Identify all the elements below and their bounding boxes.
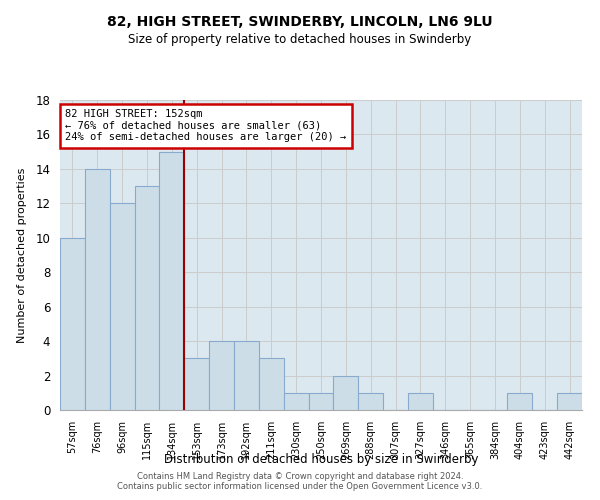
Bar [358, 393, 383, 410]
Bar [334, 376, 358, 410]
Bar [234, 341, 259, 410]
Bar [508, 393, 532, 410]
Bar [110, 204, 134, 410]
Text: 82, HIGH STREET, SWINDERBY, LINCOLN, LN6 9LU: 82, HIGH STREET, SWINDERBY, LINCOLN, LN6… [107, 15, 493, 29]
Bar [259, 358, 284, 410]
Text: Contains public sector information licensed under the Open Government Licence v3: Contains public sector information licen… [118, 482, 482, 491]
Bar [60, 238, 85, 410]
Bar [308, 393, 334, 410]
Text: Contains HM Land Registry data © Crown copyright and database right 2024.: Contains HM Land Registry data © Crown c… [137, 472, 463, 481]
Bar [184, 358, 209, 410]
Y-axis label: Number of detached properties: Number of detached properties [17, 168, 27, 342]
Bar [408, 393, 433, 410]
Bar [284, 393, 308, 410]
Text: Distribution of detached houses by size in Swinderby: Distribution of detached houses by size … [164, 452, 478, 466]
Bar [160, 152, 184, 410]
Bar [209, 341, 234, 410]
Bar [85, 169, 110, 410]
Bar [134, 186, 160, 410]
Text: 82 HIGH STREET: 152sqm
← 76% of detached houses are smaller (63)
24% of semi-det: 82 HIGH STREET: 152sqm ← 76% of detached… [65, 110, 346, 142]
Text: Size of property relative to detached houses in Swinderby: Size of property relative to detached ho… [128, 32, 472, 46]
Bar [557, 393, 582, 410]
